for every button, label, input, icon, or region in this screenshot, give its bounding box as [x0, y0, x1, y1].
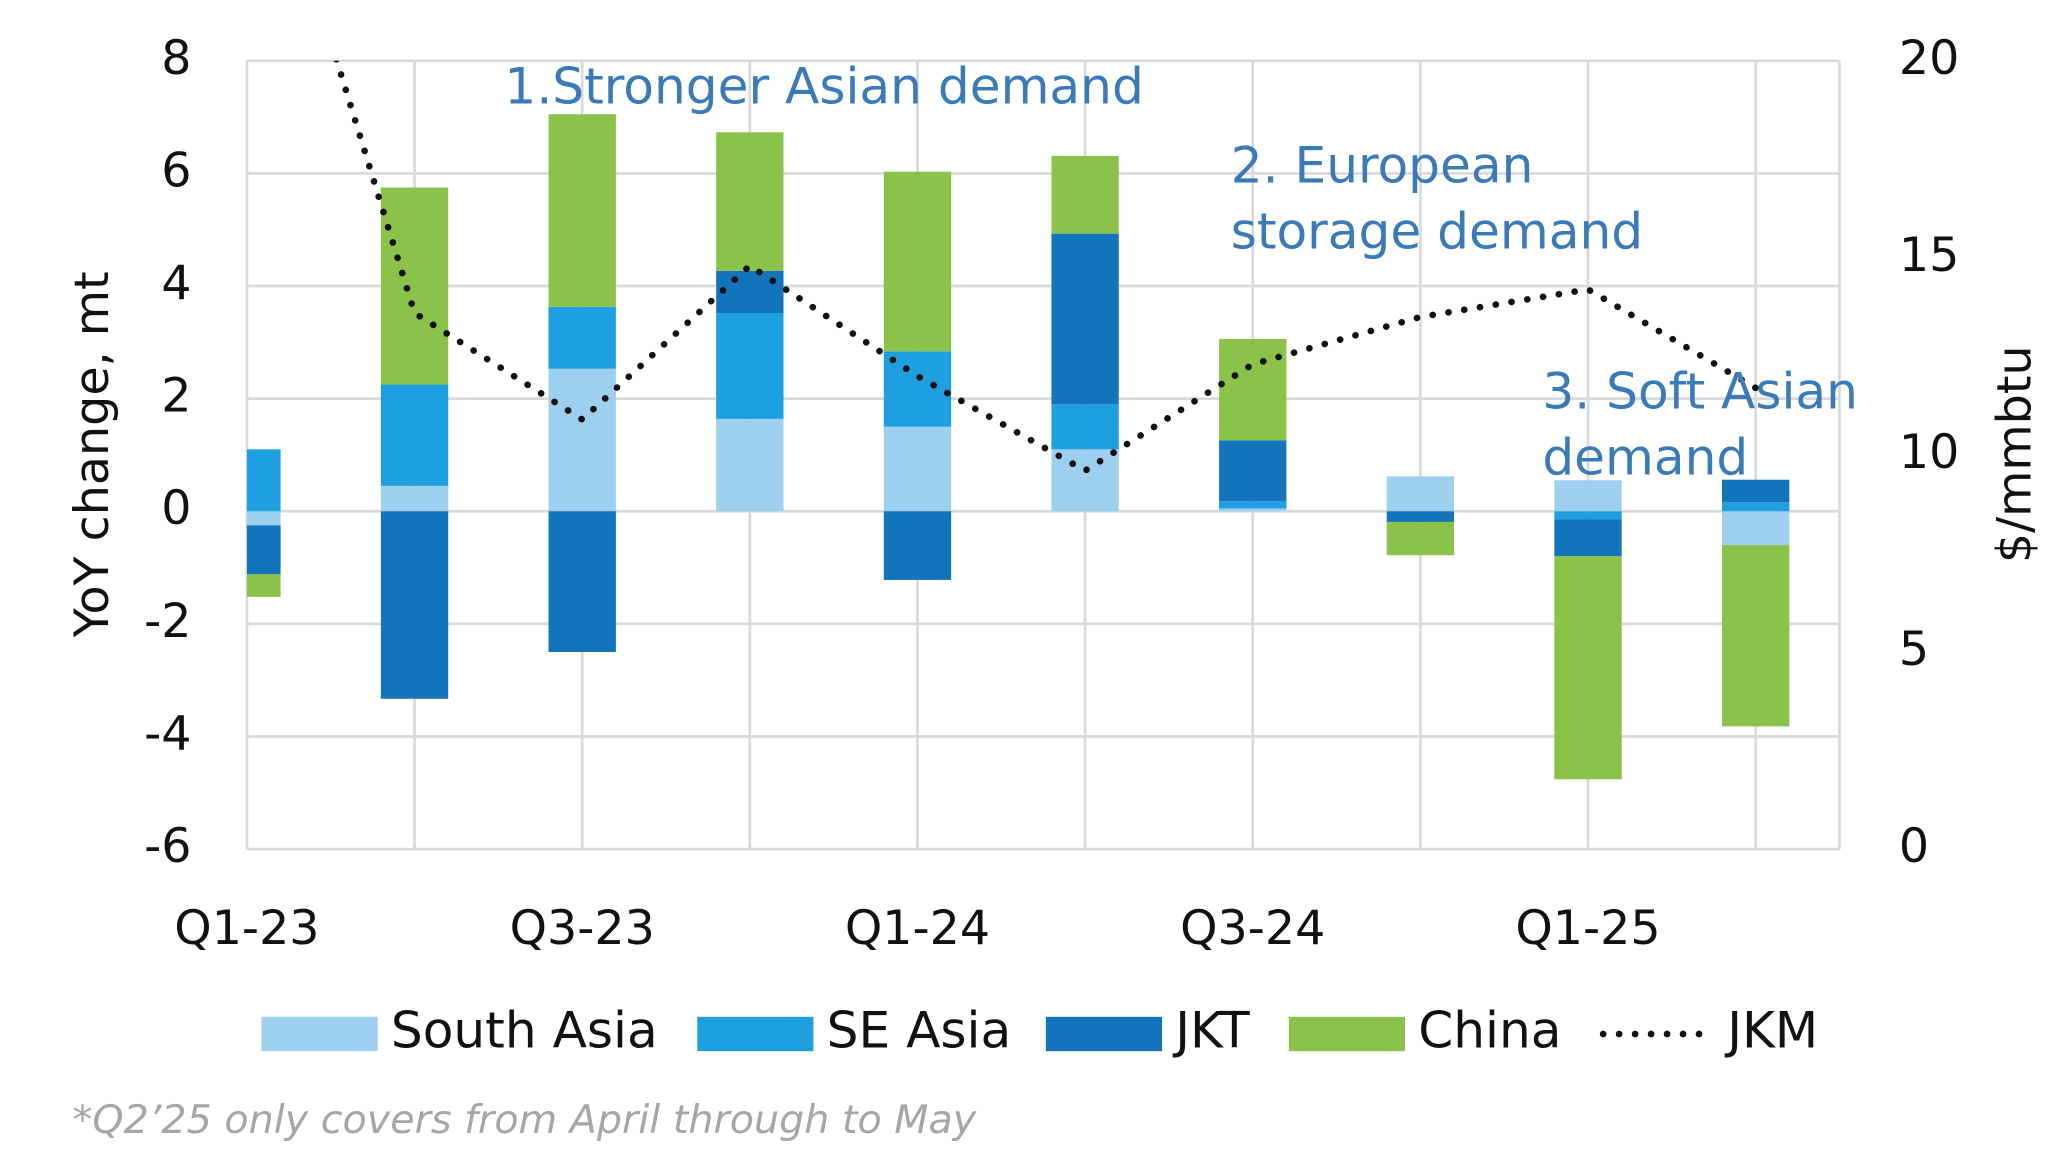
y2-tick-label: 5 — [1899, 622, 1929, 677]
bar — [1051, 155, 1119, 234]
bar — [1554, 519, 1622, 557]
annotation: 1.Stronger Asian demand — [504, 56, 1143, 115]
legend-label: JKM — [1724, 1000, 1818, 1059]
bar — [548, 114, 616, 307]
bar — [1051, 233, 1119, 405]
bar — [1721, 545, 1790, 727]
bar — [380, 187, 449, 385]
y-tick-label: 8 — [161, 31, 191, 86]
y-tick-label: 4 — [161, 256, 191, 311]
y-tick-label: 6 — [161, 143, 191, 198]
bar — [246, 525, 281, 575]
bar — [246, 449, 281, 512]
legend-swatch — [1045, 1016, 1163, 1052]
y-tick-label: 2 — [161, 369, 191, 424]
x-tick-label: Q1-23 — [174, 901, 319, 956]
bar — [1386, 511, 1455, 522]
y2-tick-label: 0 — [1899, 819, 1929, 874]
bar — [548, 368, 616, 512]
bar — [1721, 502, 1790, 512]
x-tick-label: Q3-24 — [1180, 901, 1325, 956]
legend-label: China — [1418, 1000, 1561, 1059]
y-tick-label: -6 — [144, 819, 191, 874]
bar — [716, 313, 784, 419]
y-tick-label: 0 — [161, 481, 191, 536]
bar — [1051, 404, 1119, 450]
x-tick-label: Q3-23 — [510, 901, 655, 956]
bar — [1386, 521, 1455, 556]
bar — [883, 351, 952, 427]
bar — [1219, 440, 1287, 502]
y-tick-label: -2 — [144, 594, 191, 649]
annotation: 2. European — [1231, 136, 1534, 195]
y2-axis-title: $/mmbtu — [1988, 345, 2043, 563]
bar — [883, 426, 952, 512]
bar — [883, 171, 952, 352]
bars — [246, 114, 1790, 780]
y2-tick-label: 10 — [1899, 425, 1959, 480]
y2-tick-label: 20 — [1899, 31, 1959, 86]
bar — [246, 574, 281, 597]
bar — [1721, 511, 1790, 546]
bar — [1554, 480, 1622, 512]
bar — [548, 511, 616, 653]
x-tick-label: Q1-24 — [845, 901, 990, 956]
bar — [1386, 476, 1455, 512]
bar — [1219, 338, 1287, 441]
bar — [1051, 449, 1119, 512]
bar — [716, 132, 784, 271]
line — [333, 60, 1759, 475]
bar — [548, 306, 616, 369]
legend-label: South Asia — [391, 1000, 658, 1059]
bar — [716, 418, 784, 512]
legend-swatch — [261, 1016, 378, 1052]
bar — [246, 511, 281, 526]
bar — [380, 384, 449, 486]
legend-swatch — [1288, 1016, 1406, 1052]
labels: -6 -4 -2 0 2 4 6 8 0 5 10 15 20 Q1-23 Q3-23 Q1-24 Q3-24 Q… — [144, 31, 1959, 956]
bar — [1219, 508, 1287, 512]
annotation: 3. Soft Asian — [1542, 361, 1858, 420]
legend-label: SE Asia — [827, 1000, 1012, 1059]
y-tick-label: -4 — [144, 706, 191, 761]
y-axis-title: YoY change, mt — [65, 271, 120, 638]
bar — [380, 511, 449, 699]
bar — [1721, 479, 1790, 503]
legend-swatch — [697, 1016, 814, 1052]
annotation: demand — [1542, 427, 1748, 486]
bar — [1554, 511, 1622, 520]
bar — [883, 511, 952, 580]
legend-label: JKT — [1172, 1000, 1250, 1059]
footnote: *Q2’25 only covers from April through to… — [73, 1097, 977, 1143]
y2-tick-label: 15 — [1899, 228, 1959, 283]
bar — [380, 485, 449, 512]
bar — [1219, 501, 1287, 509]
x-tick-label: Q1-25 — [1515, 901, 1660, 956]
bar — [716, 270, 784, 314]
bar — [1554, 556, 1622, 780]
annotation: storage demand — [1231, 202, 1643, 261]
lines — [333, 60, 1759, 475]
